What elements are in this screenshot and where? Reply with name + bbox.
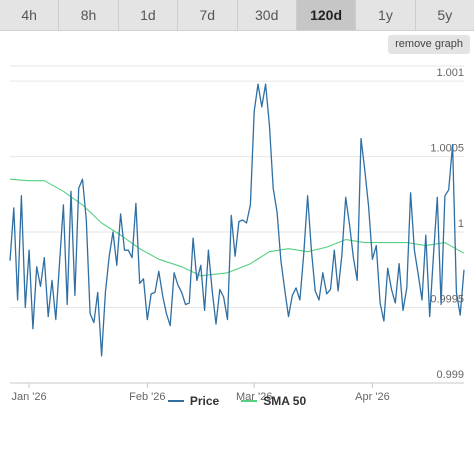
sma-50-series-line	[9, 178, 465, 277]
y-tick-label: 0.9995	[430, 294, 464, 306]
y-tick-label: 1.001	[436, 67, 464, 79]
range-tab-8h[interactable]: 8h	[59, 0, 119, 30]
range-tab-30d[interactable]: 30d	[238, 0, 297, 30]
chart-legend: Price SMA 50	[0, 392, 474, 410]
range-tab-1y[interactable]: 1y	[356, 0, 416, 30]
range-tab-7d[interactable]: 7d	[178, 0, 238, 30]
remove-graph-button[interactable]: remove graph	[388, 35, 470, 54]
x-tick-label: Apr '26	[355, 391, 390, 403]
legend-label-sma-50: SMA 50	[263, 394, 307, 408]
range-tabs: 4h 8h 1d 7d 30d 120d 1y 5y	[0, 0, 474, 31]
price-series-line	[9, 83, 465, 357]
y-tick-label: 0.999	[436, 369, 464, 381]
legend-swatch-sma-50	[241, 400, 258, 402]
legend-item-sma-50[interactable]: SMA 50	[241, 394, 306, 408]
legend-label-price: Price	[189, 394, 220, 408]
range-tab-120d[interactable]: 120d	[296, 0, 357, 30]
range-tab-4h[interactable]: 4h	[0, 0, 60, 30]
legend-item-price[interactable]: Price	[167, 394, 220, 408]
x-tick-label: Feb '26	[129, 391, 165, 403]
range-tab-5y[interactable]: 5y	[437, 7, 453, 23]
y-tick-label: 1.0005	[430, 143, 464, 155]
y-tick-label: 1	[458, 218, 464, 230]
range-tab-1d[interactable]: 1d	[119, 0, 179, 30]
x-tick-label: Jan '26	[12, 391, 47, 403]
legend-swatch-price	[167, 400, 184, 402]
